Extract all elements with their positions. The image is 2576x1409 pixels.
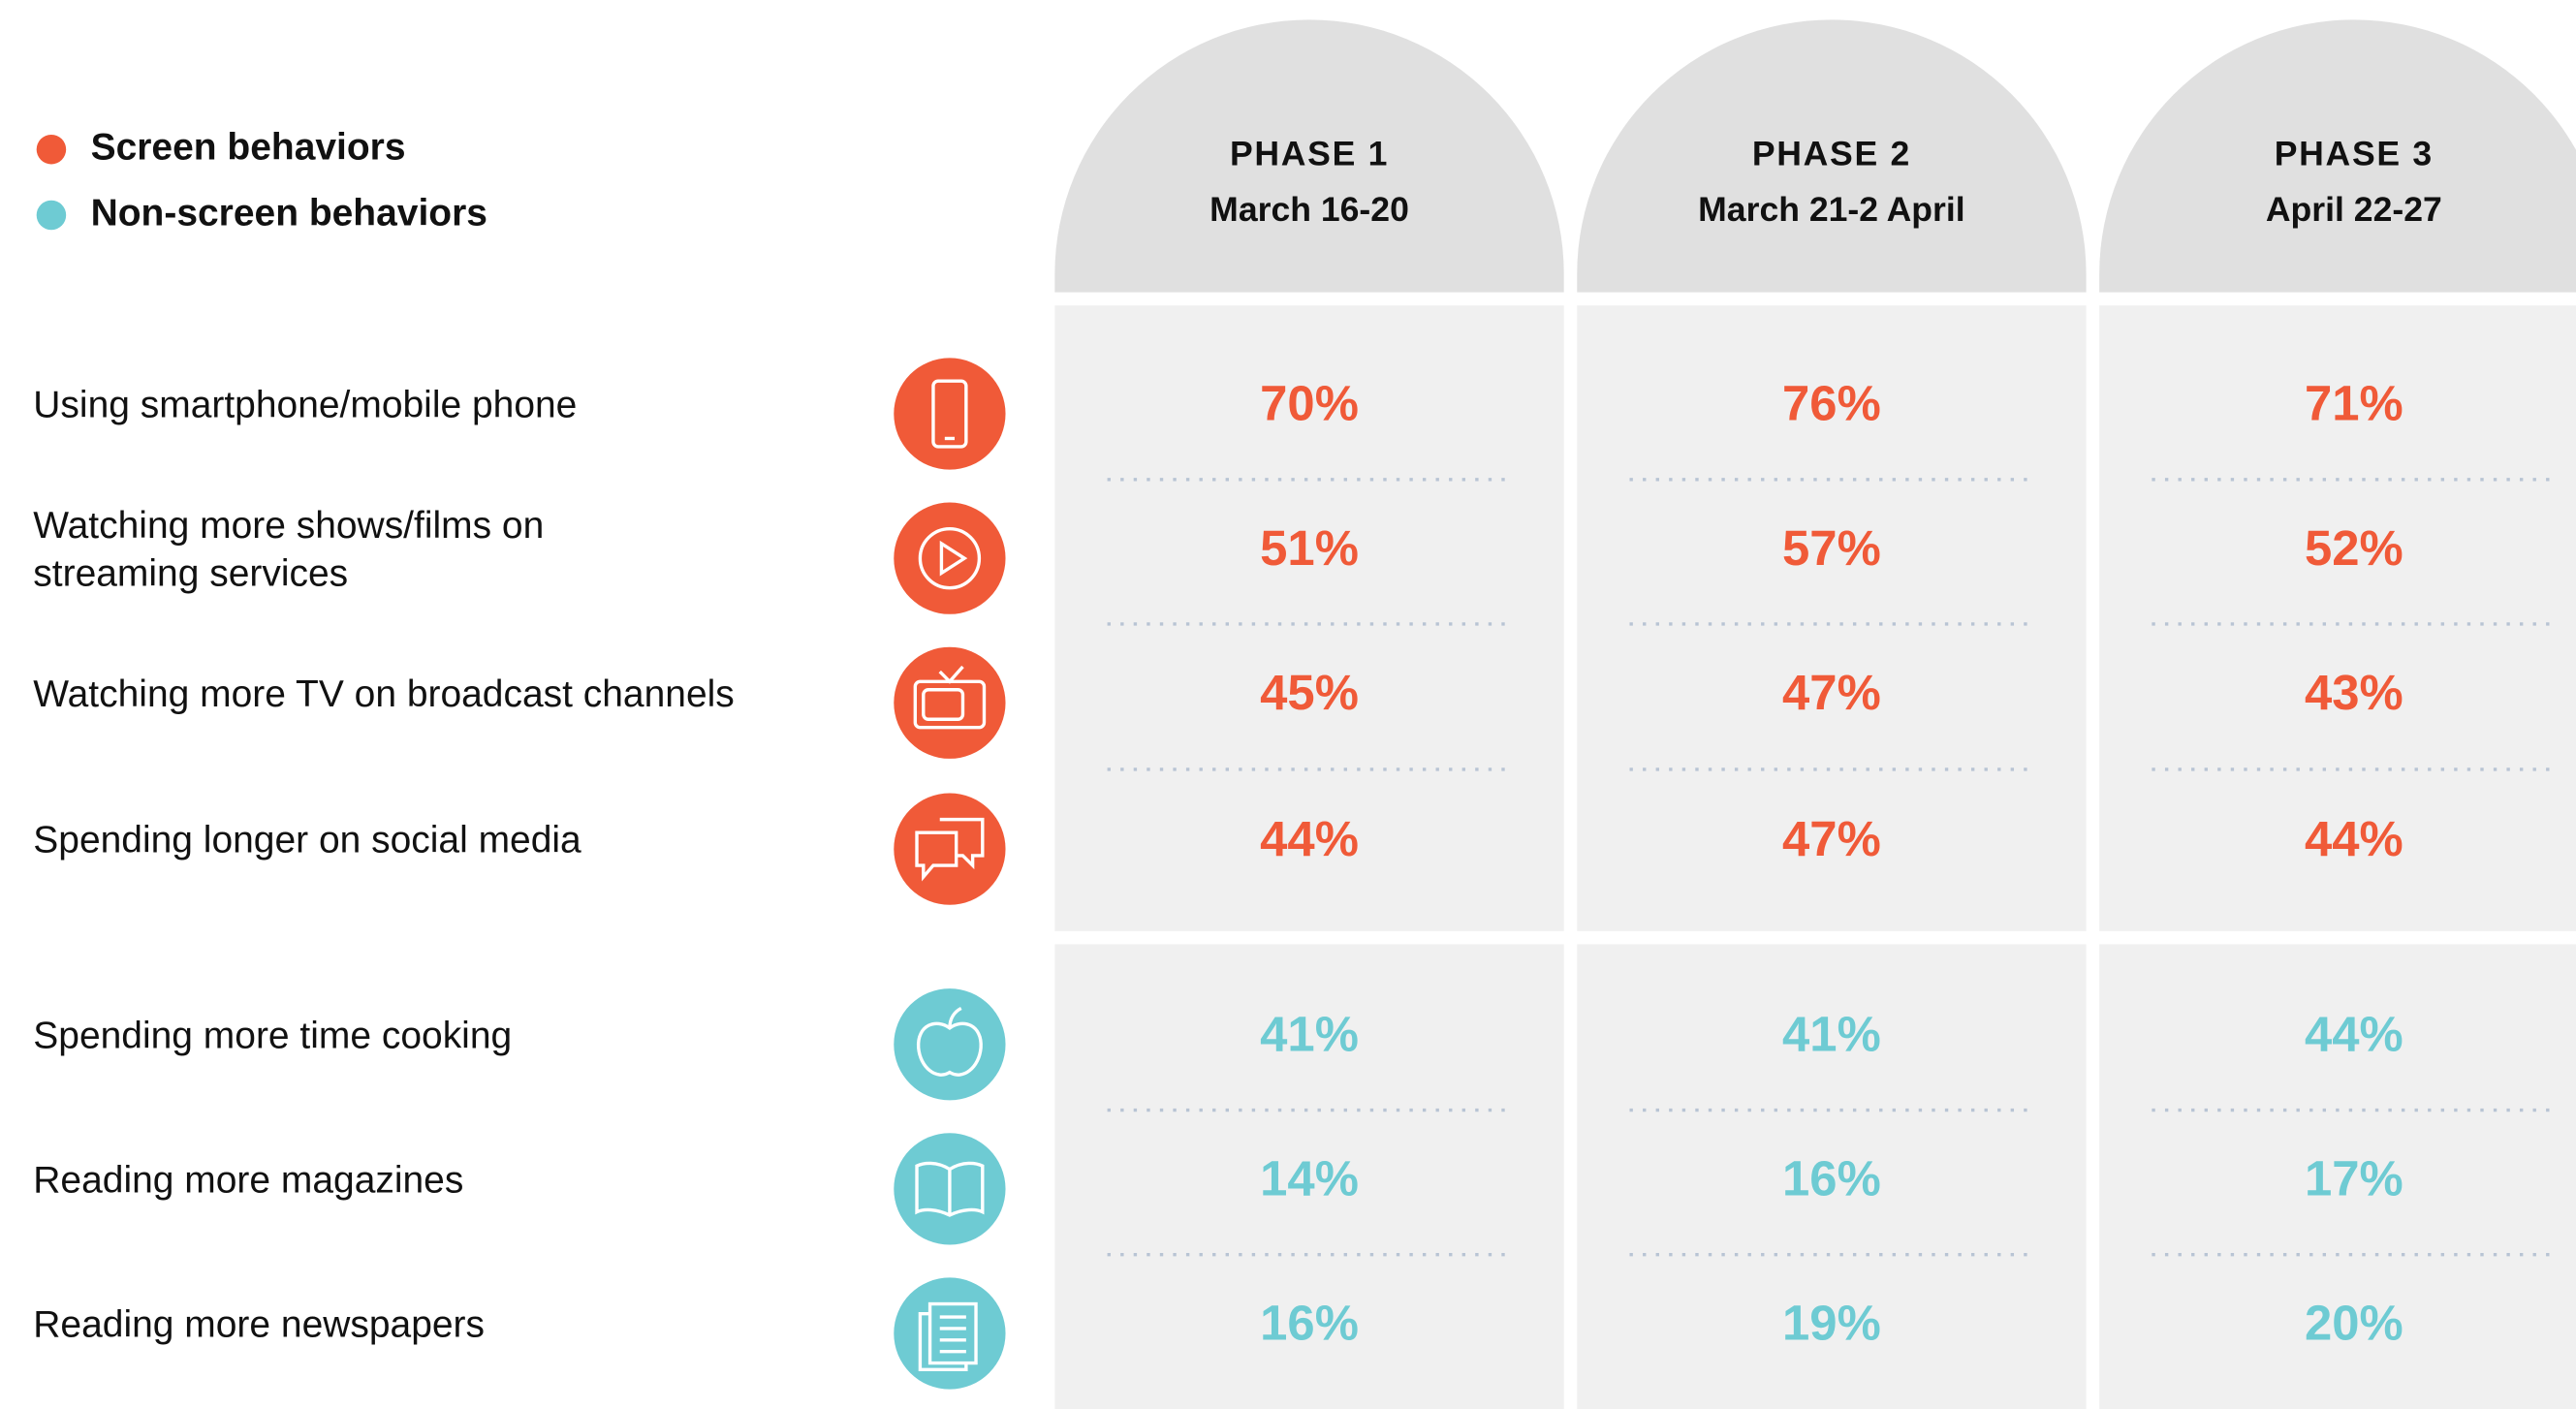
value: 20% bbox=[2305, 1296, 2403, 1351]
phase-header-bg bbox=[1577, 19, 2087, 293]
column-panel bbox=[1577, 305, 2087, 931]
icon-shape bbox=[918, 1312, 968, 1372]
row-label: Reading more magazines bbox=[33, 1159, 463, 1201]
legend-label: Non-screen behaviors bbox=[91, 192, 487, 234]
row-label: Watching more shows/films on bbox=[33, 505, 544, 547]
value: 45% bbox=[1260, 665, 1359, 720]
icon-shape bbox=[931, 379, 968, 449]
phase-header-bg bbox=[1054, 19, 1564, 293]
value: 71% bbox=[2305, 376, 2403, 431]
icon-shape bbox=[939, 817, 985, 870]
icon-shape bbox=[938, 665, 964, 684]
legend-dot bbox=[36, 200, 67, 231]
row-label: Reading more newspapers bbox=[33, 1304, 485, 1346]
row-label: Spending more time cooking bbox=[33, 1015, 512, 1056]
row-label: Watching more TV on broadcast channels bbox=[33, 673, 734, 715]
icon-shape bbox=[922, 688, 965, 721]
value: 44% bbox=[2305, 1006, 2403, 1061]
icon-shape bbox=[918, 526, 982, 590]
value: 43% bbox=[2305, 665, 2403, 720]
row-icon bbox=[917, 1006, 983, 1077]
icon-shape bbox=[917, 1021, 983, 1077]
column-panel bbox=[2099, 944, 2576, 1409]
phase-name: PHASE 3 bbox=[2275, 134, 2434, 172]
row-icon-bg bbox=[894, 358, 1006, 470]
value: 47% bbox=[1782, 665, 1881, 720]
icon-shape bbox=[927, 1301, 978, 1365]
row-icon-bg bbox=[894, 988, 1006, 1101]
row-label: streaming services bbox=[33, 552, 348, 594]
row-icon bbox=[918, 526, 982, 590]
row-icon-bg bbox=[894, 646, 1006, 759]
phase-dates: March 21-2 April bbox=[1698, 190, 1965, 229]
row-icon bbox=[915, 1161, 985, 1217]
value: 41% bbox=[1260, 1006, 1359, 1061]
phase-header-bg bbox=[2099, 19, 2576, 293]
value: 57% bbox=[1782, 520, 1881, 576]
phase-name: PHASE 1 bbox=[1230, 134, 1389, 172]
phase-dates: March 16-20 bbox=[1209, 190, 1409, 229]
icon-shape bbox=[915, 1161, 985, 1217]
value: 17% bbox=[2305, 1151, 2403, 1206]
row-label: Using smartphone/mobile phone bbox=[33, 385, 577, 426]
row-icon bbox=[913, 665, 987, 730]
column-panel bbox=[1054, 305, 1564, 931]
column-panel bbox=[2099, 305, 2576, 931]
icon-shape bbox=[939, 540, 968, 577]
column-panel bbox=[1577, 944, 2087, 1409]
value: 44% bbox=[1260, 811, 1359, 866]
row-icon bbox=[918, 1301, 978, 1372]
row-icon-bg bbox=[894, 502, 1006, 614]
value: 76% bbox=[1782, 376, 1881, 431]
row-icon bbox=[931, 379, 968, 449]
row-icon-bg bbox=[894, 793, 1006, 905]
row-icon bbox=[915, 817, 985, 882]
icon-shape bbox=[915, 830, 958, 882]
value: 19% bbox=[1782, 1296, 1881, 1351]
legend-label: Screen behaviors bbox=[91, 127, 406, 169]
column-panel bbox=[1054, 944, 1564, 1409]
phase-dates: April 22-27 bbox=[2266, 190, 2442, 229]
value: 41% bbox=[1782, 1006, 1881, 1061]
value: 16% bbox=[1782, 1151, 1881, 1206]
value: 16% bbox=[1260, 1296, 1359, 1351]
row-label: Spending longer on social media bbox=[33, 820, 581, 861]
value: 70% bbox=[1260, 376, 1359, 431]
value: 52% bbox=[2305, 520, 2403, 576]
value: 47% bbox=[1782, 811, 1881, 866]
value: 51% bbox=[1260, 520, 1359, 576]
phase-name: PHASE 2 bbox=[1752, 134, 1911, 172]
row-icon-bg bbox=[894, 1277, 1006, 1390]
value: 44% bbox=[2305, 811, 2403, 866]
value: 14% bbox=[1260, 1151, 1359, 1206]
icon-shape bbox=[948, 1006, 962, 1028]
legend-dot bbox=[36, 134, 67, 165]
